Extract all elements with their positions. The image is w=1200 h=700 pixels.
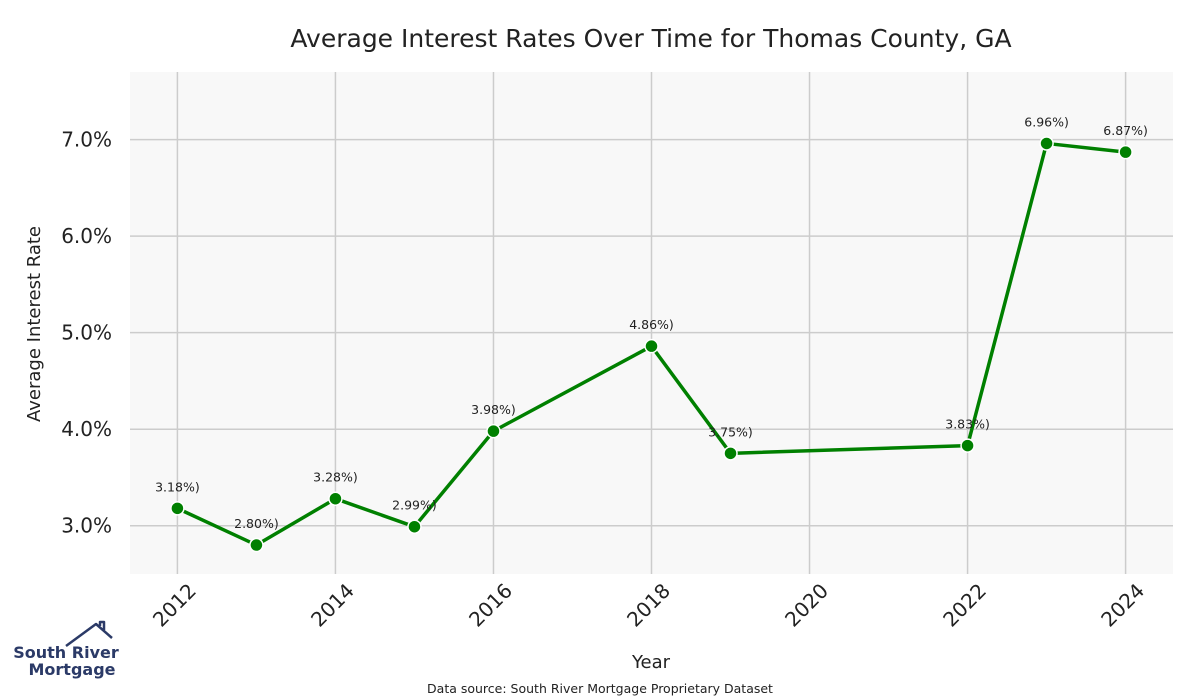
- series-line: [176, 141, 1126, 547]
- logo-line-1: South River: [13, 643, 119, 662]
- y-tick-label: 4.0%: [61, 417, 112, 441]
- y-tick-label: 5.0%: [61, 321, 112, 345]
- x-tick-label: 2020: [780, 579, 833, 632]
- data-label: 3.98%): [471, 402, 516, 417]
- data-point: [960, 438, 975, 453]
- x-tick-label: 2018: [622, 579, 675, 632]
- data-point: [486, 423, 501, 439]
- y-axis-title: Average Interest Rate: [24, 226, 45, 422]
- data-point: [723, 446, 738, 461]
- data-point: [328, 491, 343, 506]
- x-tick-label: 2022: [938, 579, 991, 632]
- y-tick-label: 3.0%: [61, 514, 112, 538]
- y-tick-label: 7.0%: [61, 128, 112, 152]
- data-point: [1039, 136, 1054, 151]
- data-label: 3.28%): [313, 470, 358, 485]
- y-tick-label: 6.0%: [61, 224, 112, 248]
- chart-title: Average Interest Rates Over Time for Tho…: [290, 24, 1011, 53]
- data-source-note: Data source: South River Mortgage Propri…: [427, 681, 773, 696]
- data-point: [249, 537, 264, 553]
- data-points: [170, 136, 1133, 553]
- grid: [130, 72, 1173, 574]
- x-ticks: 2012 2014 2016 2018 2020 2022 2024: [148, 579, 1149, 632]
- x-tick-label: 2014: [306, 579, 359, 632]
- data-label: 3.18%): [155, 479, 200, 494]
- x-tick-label: 2016: [464, 579, 517, 632]
- data-point: [1118, 144, 1133, 160]
- data-label: 4.86%): [629, 317, 674, 332]
- data-label: 3.75%): [708, 424, 753, 439]
- x-tick-label: 2012: [148, 579, 201, 632]
- x-tick-label: 2024: [1096, 579, 1149, 632]
- data-labels: 3.18%) 2.80%) 3.28%) 2.99%) 3.98%) 4.86%) 3.75…: [155, 114, 1148, 531]
- data-label: 2.80%): [234, 516, 279, 531]
- data-label: 2.99%): [392, 498, 437, 513]
- y-ticks: 3.0% 4.0% 5.0% 6.0% 7.0%: [61, 128, 112, 538]
- x-axis-title: Year: [631, 652, 671, 673]
- logo: South River Mortgage: [13, 620, 119, 679]
- data-point: [644, 338, 659, 354]
- data-label: 6.87%): [1103, 123, 1148, 138]
- house-roof-icon: [65, 620, 113, 648]
- logo-line-2: Mortgage: [28, 660, 115, 679]
- data-label: 6.96%): [1024, 114, 1069, 129]
- data-point: [407, 519, 422, 534]
- data-point: [170, 501, 185, 516]
- data-label: 3.83%): [945, 417, 990, 432]
